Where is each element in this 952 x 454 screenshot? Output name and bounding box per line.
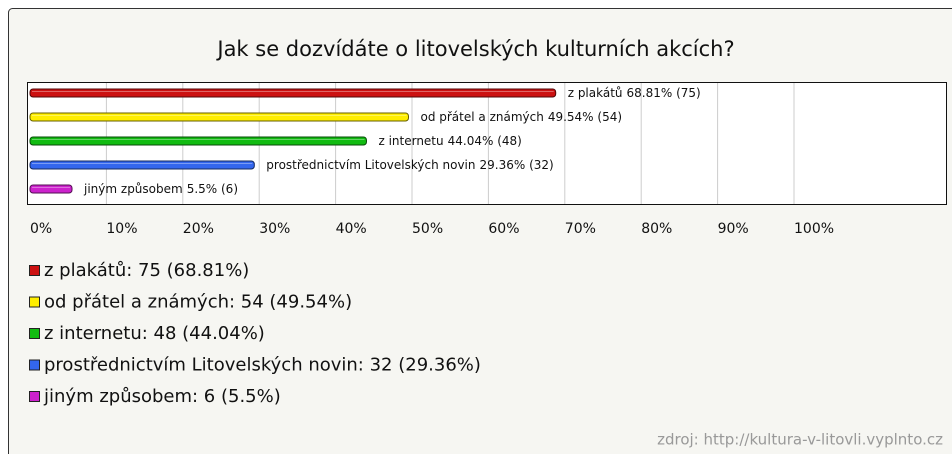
legend-label: od přátel a známých: 54 (49.54%) <box>44 292 352 313</box>
bar-label: z internetu 44.04% (48) <box>378 134 521 148</box>
legend-label: z internetu: 48 (44.04%) <box>44 323 265 344</box>
legend-label: prostřednictvím Litovelských novin: 32 (… <box>44 355 481 376</box>
legend-swatch <box>29 328 40 339</box>
x-tick-label: 60% <box>488 221 519 237</box>
x-tick-label: 100% <box>794 221 834 237</box>
bar <box>29 88 557 98</box>
bar-label-category: jiným způsobem <box>83 182 183 196</box>
legend-swatch <box>29 296 40 308</box>
bar-label-category: z internetu <box>378 134 443 148</box>
source: zdroj: http://kultura-v-litovli.vyplnto.… <box>657 431 943 449</box>
legend-label: jiným způsobem: 6 (5.5%) <box>43 386 281 407</box>
bar-label: z plakátů 68.81% (75) <box>568 86 701 100</box>
bar-label-category: od přátel a známých <box>420 110 543 124</box>
x-tick-label: 50% <box>412 221 443 237</box>
bar-label-value: 5.5% (6) <box>187 182 238 196</box>
bar-label-value: 49.54% (54) <box>548 110 622 124</box>
x-tick-label: 0% <box>30 221 52 237</box>
bar-label-value: 44.04% (48) <box>448 134 522 148</box>
x-tick-label: 40% <box>336 221 367 237</box>
chart-title: Jak se dozvídáte o litovelských kulturní… <box>215 37 734 61</box>
x-tick-label: 90% <box>718 221 749 237</box>
bar-label-category: z plakátů <box>568 86 623 100</box>
bar-label-category: prostřednictvím Litovelských novin <box>266 158 475 172</box>
legend-swatch <box>29 359 40 371</box>
legend-swatch <box>29 265 40 276</box>
x-tick-label: 20% <box>183 221 214 237</box>
bar-label: jiným způsobem 5.5% (6) <box>83 182 238 196</box>
bar <box>29 160 255 170</box>
x-tick-label: 10% <box>106 221 137 237</box>
legend-label: z plakátů: 75 (68.81%) <box>44 260 249 281</box>
bar <box>29 184 73 194</box>
x-tick-label: 80% <box>641 221 672 237</box>
bar <box>29 112 409 122</box>
bar-label: od přátel a známých 49.54% (54) <box>420 110 622 124</box>
bar-label-value: 29.36% (32) <box>480 158 554 172</box>
bar-label-value: 68.81% (75) <box>627 86 701 100</box>
bar <box>29 136 367 146</box>
legend-swatch <box>29 391 40 402</box>
x-tick-label: 30% <box>259 221 290 237</box>
bar-label: prostřednictvím Litovelských novin 29.36%… <box>266 158 553 172</box>
x-tick-label: 70% <box>565 221 596 237</box>
